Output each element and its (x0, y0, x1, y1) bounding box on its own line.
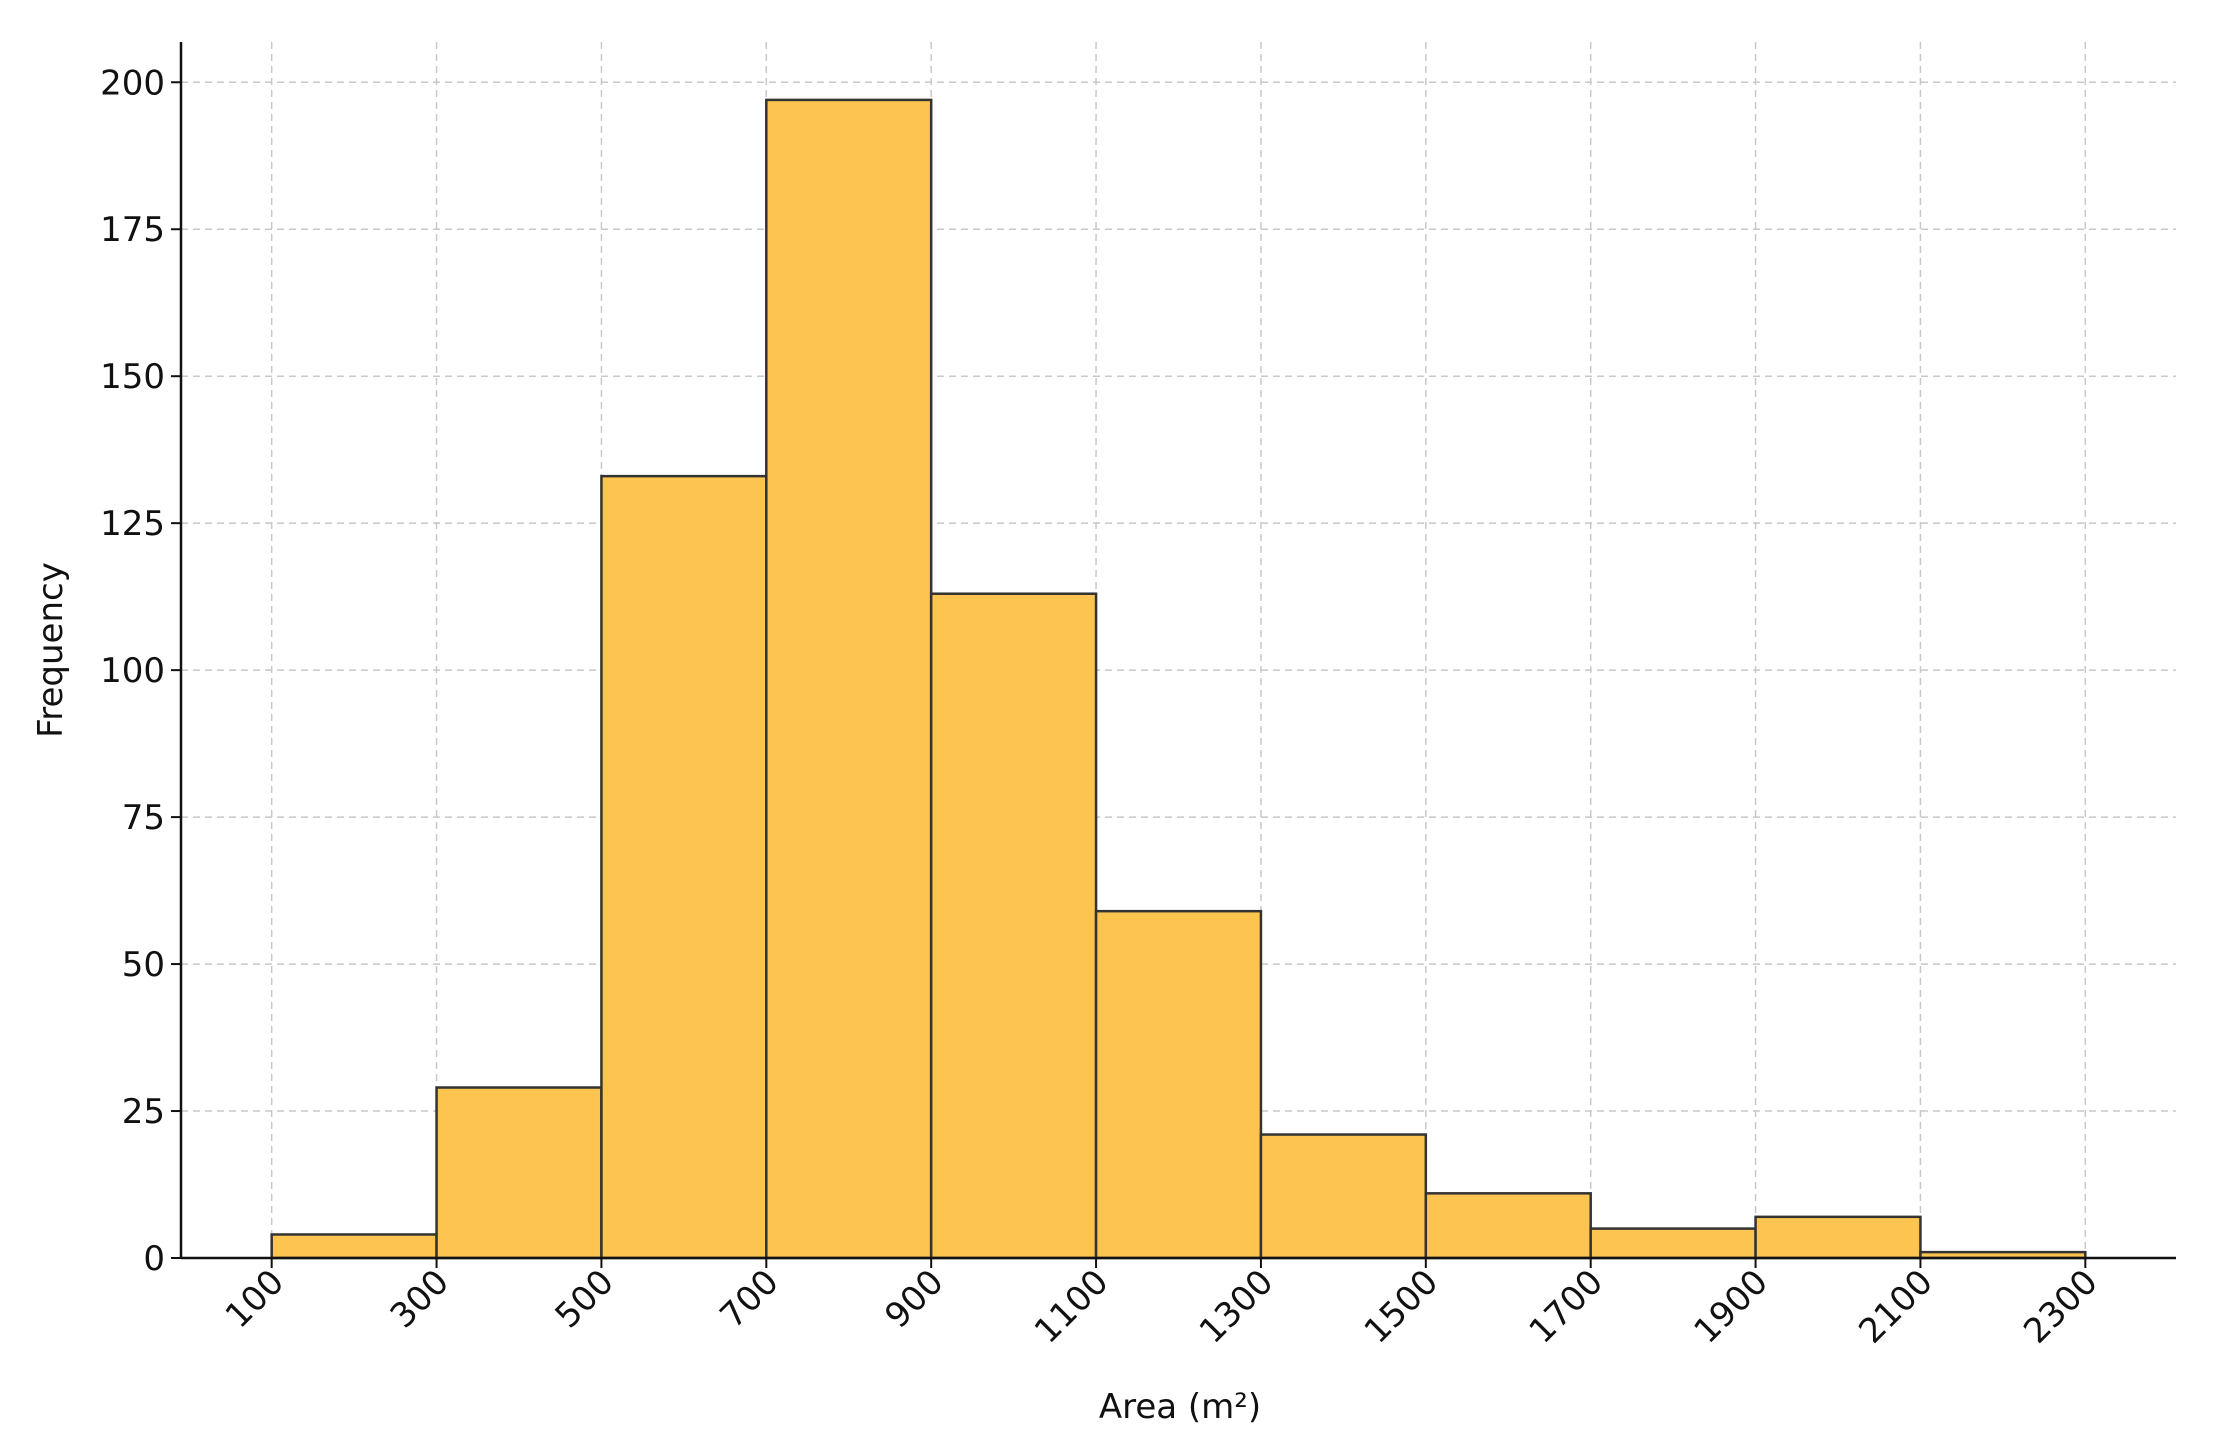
x-tick-label: 300 (383, 1262, 457, 1336)
bar (1259, 1133, 1428, 1260)
y-tick-label: 175 (100, 210, 165, 250)
bar (1424, 1192, 1592, 1260)
y-tick-label: 125 (100, 504, 165, 544)
bar (270, 1233, 438, 1260)
x-axis-label: Area (m²) (1099, 1387, 1261, 1427)
y-tick-label: 100 (100, 651, 165, 691)
x-tick-label: 1700 (1522, 1262, 1611, 1351)
x-tick-label: 100 (218, 1262, 292, 1336)
y-axis-label: Frequency (31, 562, 71, 738)
y-tick-label: 150 (100, 357, 165, 397)
x-tick-label: 700 (712, 1262, 786, 1336)
y-tick-label: 200 (100, 63, 165, 103)
bar (929, 592, 1098, 1260)
x-tick-label: 2100 (1851, 1262, 1940, 1351)
bar (1094, 909, 1263, 1260)
x-tick-label: 1300 (1192, 1262, 1281, 1351)
bar (600, 474, 768, 1260)
y-tick-label: 50 (122, 945, 165, 985)
x-tick-label: 500 (548, 1262, 622, 1336)
x-tick-label: 2300 (2016, 1262, 2105, 1351)
bar (765, 98, 933, 1260)
y-tick-label: 75 (122, 798, 165, 838)
y-tick-label: 25 (122, 1092, 165, 1132)
bar (1754, 1215, 1922, 1260)
bar (1589, 1227, 1757, 1260)
x-tick-label: 1500 (1357, 1262, 1446, 1351)
x-tick-label: 900 (877, 1262, 951, 1336)
x-tick-label: 1900 (1686, 1262, 1775, 1351)
x-tick-label: 1100 (1027, 1262, 1116, 1351)
bar (435, 1086, 603, 1260)
y-tick-label: 0 (143, 1239, 165, 1279)
